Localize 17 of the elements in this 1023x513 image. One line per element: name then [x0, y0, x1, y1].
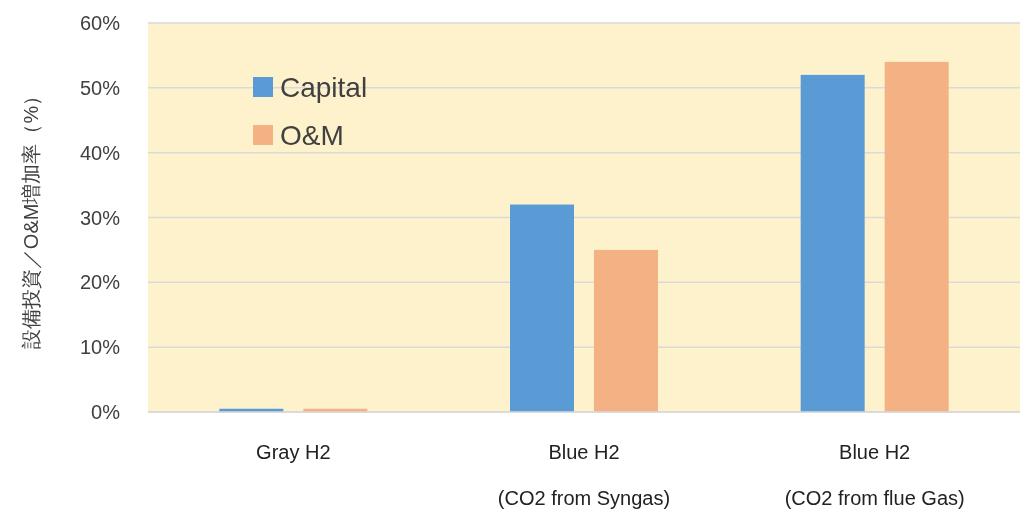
category-label: Blue H2 (CO2 from Syngas): [497, 441, 671, 509]
y-tick-label: 20%: [79, 271, 121, 294]
y-tick-label: 40%: [79, 141, 121, 164]
bar: [594, 249, 658, 412]
legend-label: Capital: [280, 71, 368, 103]
y-tick-label: 60%: [79, 12, 121, 34]
bar: [884, 61, 949, 412]
category-label: Blue H2 (CO2 from flue Gas): [784, 441, 965, 509]
y-tick-label: 10%: [79, 336, 121, 359]
y-axis-title: 設備投資／O&M増加率（%）: [20, 85, 42, 350]
legend-label: O&M: [280, 119, 344, 151]
bar: [800, 74, 865, 412]
y-tick-label: 0%: [91, 401, 121, 423]
x-tick-label: Gray H2: [256, 441, 331, 463]
y-tick-label: 30%: [79, 206, 121, 229]
bar: [510, 204, 574, 412]
y-tick-label: 50%: [79, 76, 121, 99]
